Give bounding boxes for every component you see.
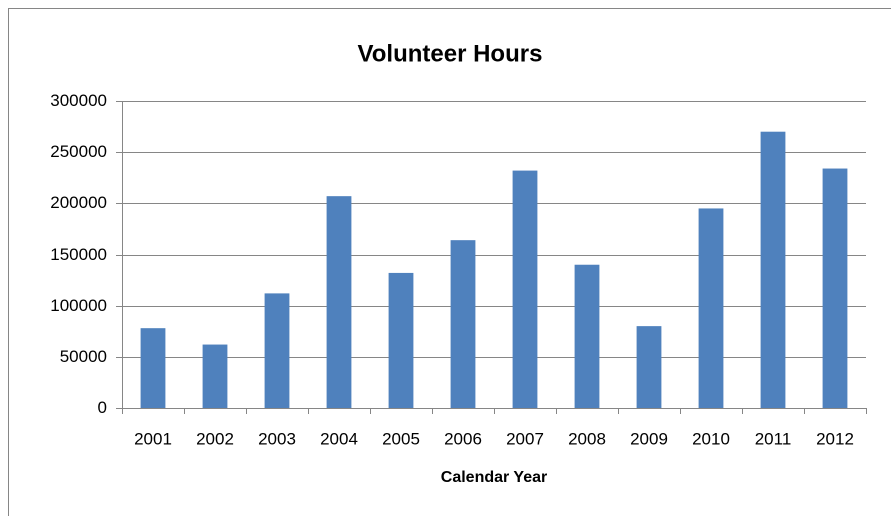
bar bbox=[140, 328, 166, 408]
bar bbox=[450, 240, 476, 408]
bar bbox=[326, 196, 352, 408]
bar bbox=[512, 170, 538, 408]
x-tick-label: 2012 bbox=[816, 429, 854, 448]
x-tick-label: 2011 bbox=[755, 429, 792, 448]
x-tick-label: 2004 bbox=[320, 429, 358, 448]
x-tick-label: 2003 bbox=[258, 429, 296, 448]
bar bbox=[636, 326, 662, 408]
bar bbox=[202, 344, 228, 408]
x-tick-label: 2009 bbox=[630, 429, 668, 448]
x-tick-label: 2007 bbox=[506, 429, 544, 448]
bar bbox=[822, 168, 848, 408]
x-tick-label: 2002 bbox=[196, 429, 234, 448]
x-tick-label: 2001 bbox=[134, 429, 172, 448]
bar bbox=[760, 131, 786, 408]
chart-title: Volunteer Hours bbox=[358, 40, 543, 67]
y-tick-label: 0 bbox=[98, 398, 107, 417]
y-tick-label: 100000 bbox=[50, 296, 107, 315]
x-tick-label: 2006 bbox=[444, 429, 482, 448]
x-axis-title: Calendar Year bbox=[441, 469, 547, 486]
x-tick-label: 2008 bbox=[568, 429, 606, 448]
bar bbox=[698, 208, 724, 408]
y-tick-label: 200000 bbox=[50, 193, 107, 212]
x-tick-label: 2005 bbox=[382, 429, 420, 448]
y-tick-label: 50000 bbox=[60, 347, 107, 366]
y-tick-label: 150000 bbox=[50, 245, 107, 264]
bar bbox=[264, 293, 290, 408]
chart-frame bbox=[8, 8, 891, 516]
bar bbox=[574, 264, 600, 408]
y-tick-label: 300000 bbox=[50, 91, 107, 110]
bar bbox=[388, 272, 414, 408]
y-tick-label: 250000 bbox=[50, 142, 107, 161]
x-tick-label: 2010 bbox=[692, 429, 730, 448]
